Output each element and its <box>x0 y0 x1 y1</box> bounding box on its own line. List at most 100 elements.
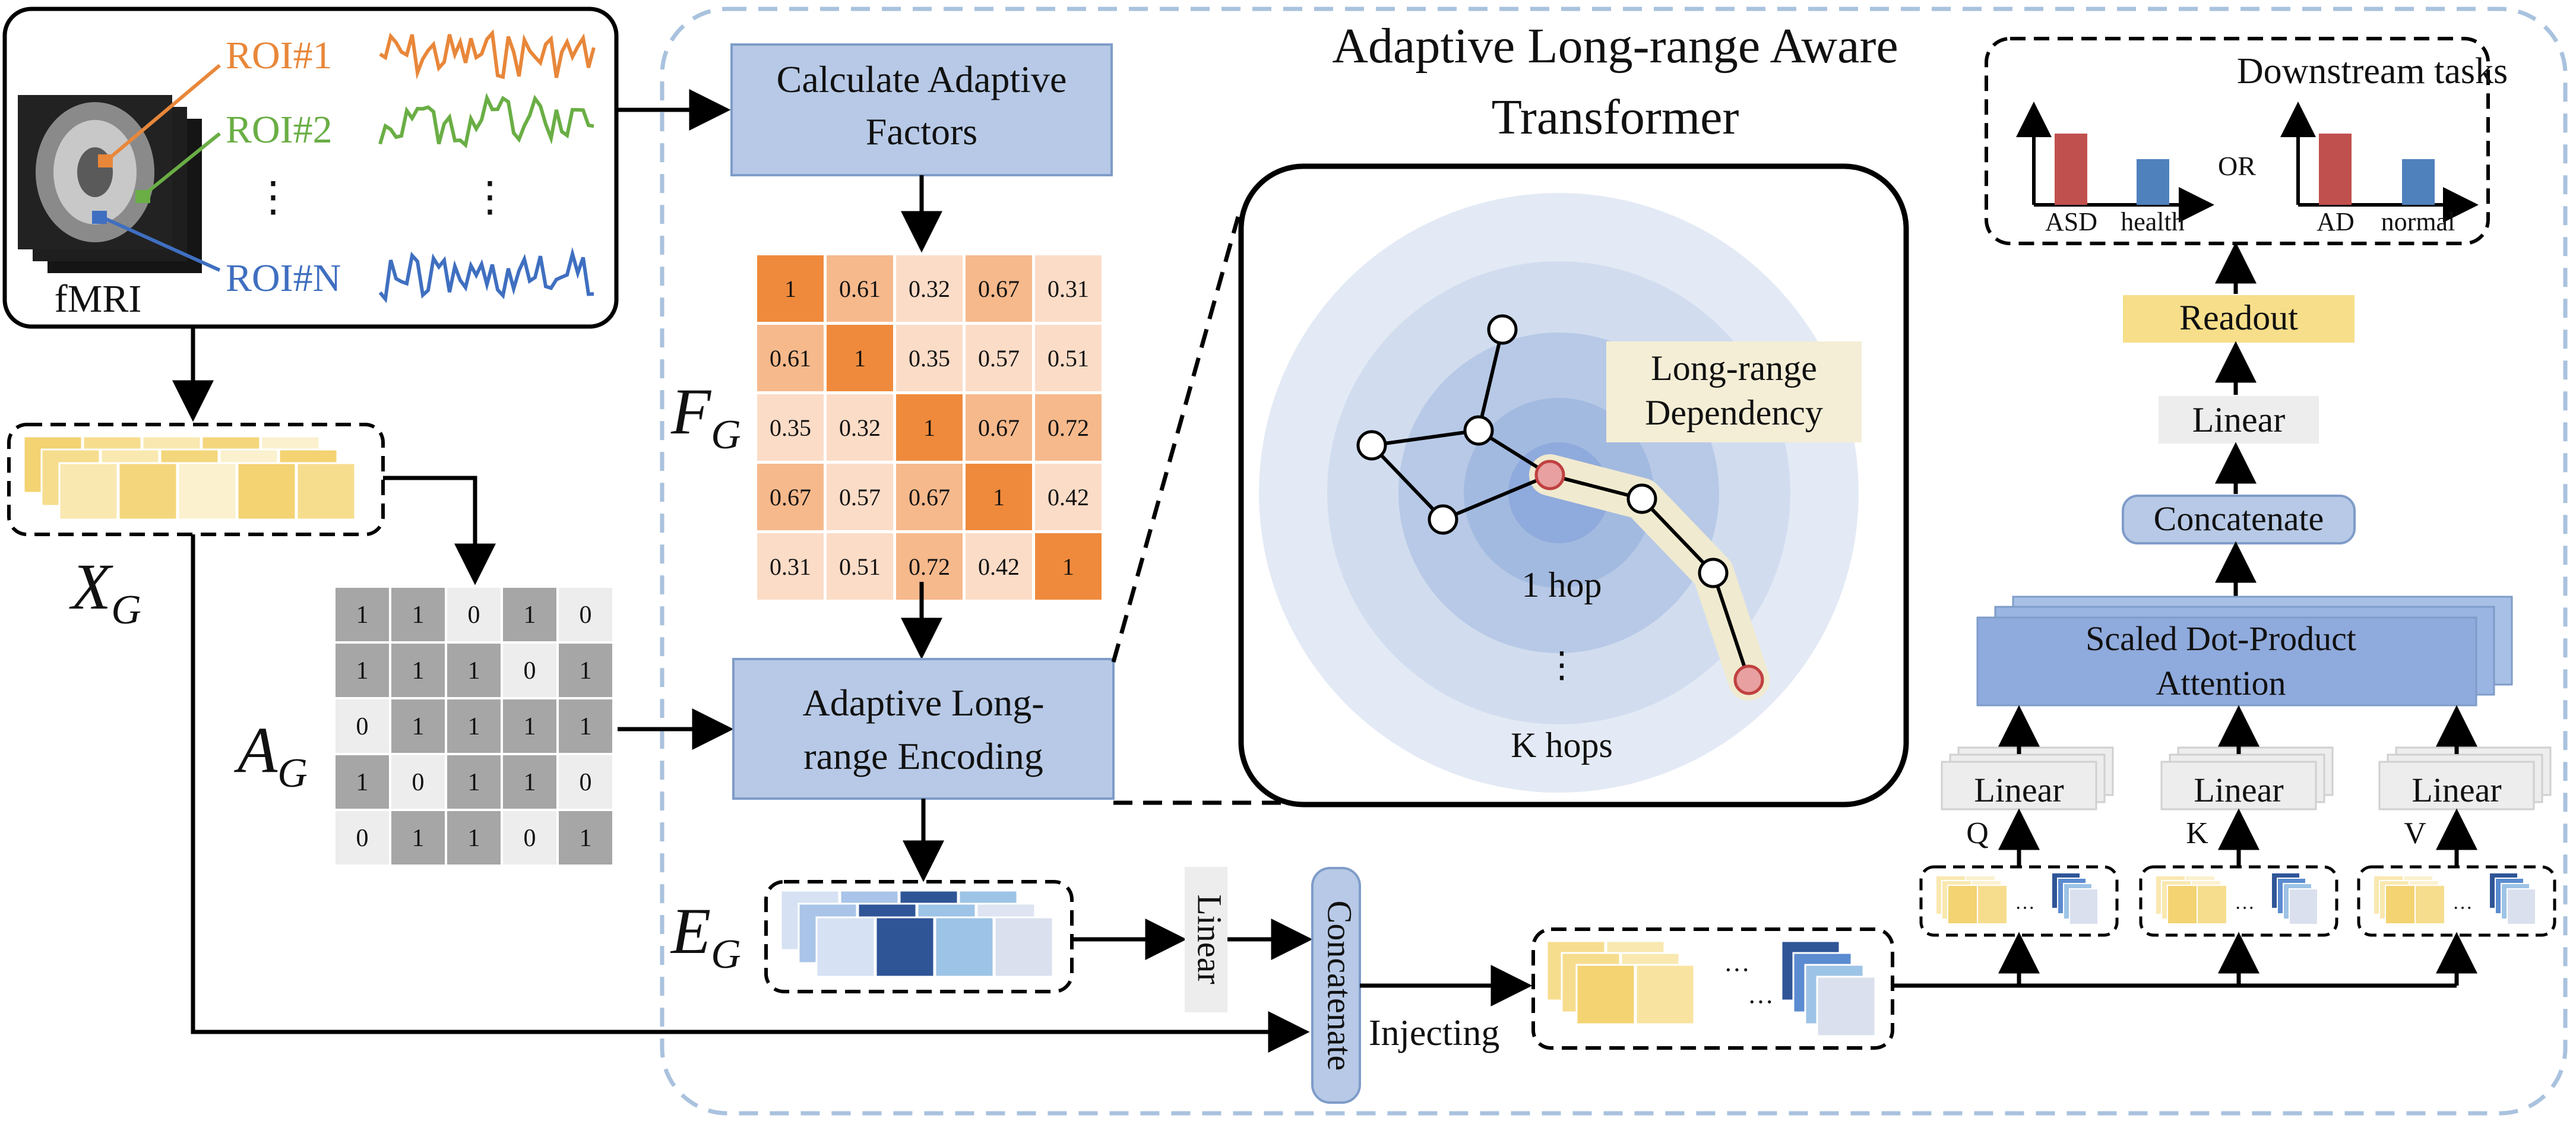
roi2-pointer <box>141 132 221 198</box>
chart1-bar-asd <box>2055 134 2087 205</box>
xg-symbol: XG <box>69 550 141 633</box>
graph-edge <box>1371 429 1479 447</box>
ag-cell <box>503 755 556 809</box>
signal-vertical-dots: ⋮ <box>469 175 511 220</box>
ag-matrix: 1 1 0 1 0 1 1 1 0 1 0 1 1 1 1 1 0 1 1 0 0 1 1 0 1 <box>336 588 612 864</box>
qkv-letter: V <box>2404 816 2426 850</box>
chart1-bar-health <box>2137 159 2169 205</box>
attention-label-line2: Attention <box>2156 664 2286 702</box>
ag-cell <box>447 588 501 641</box>
zoom-line-top <box>1111 216 1240 663</box>
injected-ellipsis-top: ··· <box>1724 955 1750 984</box>
fg-cell <box>757 533 824 600</box>
fg-cell <box>1035 533 1102 600</box>
chart2-label-ad: AD <box>2316 207 2355 236</box>
arrow-xg-to-ag <box>383 476 496 585</box>
graph-edge <box>1370 444 1445 521</box>
eg-encoding-cell <box>934 916 995 978</box>
ag-cell-value: 0 <box>356 713 369 740</box>
fg-cell <box>827 394 893 461</box>
ag-cell <box>447 811 501 864</box>
qkv-linear-label: Linear <box>2194 771 2283 809</box>
readout-label: Readout <box>2179 298 2298 337</box>
downstream-title: Downstream tasks <box>2237 51 2508 91</box>
ag-cell-value: 1 <box>468 825 480 852</box>
eg-dashed-border <box>764 880 1074 993</box>
ag-cell <box>391 644 445 697</box>
title-line2: Transformer <box>1492 90 1739 145</box>
graph-nodes <box>1356 314 1729 588</box>
qkv-feature-cell <box>2385 885 2416 924</box>
chart2-label-normal: normal <box>2381 207 2455 236</box>
fg-cell-value: 0.32 <box>839 414 881 441</box>
fg-cell-value: 0.31 <box>1048 276 1089 302</box>
fg-cell-value: 0.42 <box>1048 484 1089 511</box>
encoding-box <box>732 658 1115 800</box>
ag-cell-value: 1 <box>524 713 536 740</box>
ag-symbol: AG <box>233 714 308 796</box>
ag-cell-value: 1 <box>580 825 592 852</box>
ag-cell <box>336 699 389 753</box>
k-hops-label: K hops <box>1511 726 1613 765</box>
roi2-signal <box>378 92 594 148</box>
fg-cell <box>896 255 963 322</box>
fg-cell <box>827 464 893 530</box>
ag-cell-value: 1 <box>524 601 536 629</box>
ag-cell-value: 1 <box>468 713 480 740</box>
encoding-label-line1: Adaptive Long- <box>803 682 1045 724</box>
ag-cell-value: 0 <box>524 657 536 685</box>
qkv-encoding-cell <box>2507 888 2536 925</box>
ag-cell-value: 1 <box>580 713 592 740</box>
fg-cell-value: 0.51 <box>839 553 881 580</box>
xg-dashed-border <box>7 423 385 536</box>
ag-cell-value: 0 <box>468 601 480 629</box>
qkv-ellipsis: ··· <box>2015 897 2035 919</box>
qkv-encoding-cell <box>2289 888 2318 925</box>
qkv-feature-cell <box>1947 885 1978 924</box>
ag-cell <box>559 644 612 697</box>
ag-cell-value: 0 <box>580 601 592 629</box>
fg-cell-value: 0.72 <box>1048 414 1089 441</box>
ag-cell <box>503 811 556 864</box>
fg-cell <box>757 464 824 530</box>
ag-cell-value: 0 <box>524 825 536 852</box>
xg-feature-cell <box>58 462 119 521</box>
fg-cell <box>757 255 824 322</box>
fg-cell <box>1035 394 1102 461</box>
fg-cell-value: 1 <box>1062 553 1074 580</box>
or-label: OR <box>2218 151 2256 181</box>
graph-edge <box>1711 572 1751 680</box>
fg-cell-value: 0.57 <box>978 345 1020 372</box>
graph-node <box>1428 504 1458 535</box>
injected-feature-cell <box>1635 964 1695 1025</box>
qkv-linear-label: Linear <box>2412 771 2501 809</box>
ag-cell-value: 0 <box>356 825 369 852</box>
ag-cell <box>391 755 445 809</box>
distant-node <box>1733 664 1764 695</box>
roi1-pointer <box>106 64 221 162</box>
qkv-feature-cell <box>2167 885 2198 924</box>
fg-cell <box>757 394 824 461</box>
fg-cell-value: 0.42 <box>978 553 1020 580</box>
ag-cell-value: 1 <box>580 657 592 685</box>
fg-cell-value: 0.32 <box>909 276 950 302</box>
calc-factors-label-line1: Calculate Adaptive <box>777 58 1067 100</box>
qkv-linear-layer <box>1941 761 2097 810</box>
qkv-encoding-cell <box>2069 888 2099 925</box>
ag-cell <box>391 699 445 753</box>
roin-label: ROI#N <box>226 256 341 300</box>
roi1-marker <box>98 154 113 167</box>
fg-cell-value: 0.67 <box>770 484 811 511</box>
eg-encoding-cell <box>875 916 935 978</box>
ag-cell-value: 0 <box>580 769 592 796</box>
roin-marker <box>92 211 107 224</box>
ag-cell <box>559 588 612 641</box>
ag-cell-value: 1 <box>412 825 425 852</box>
ag-cell <box>503 588 556 641</box>
fg-cell <box>966 325 1032 391</box>
qkv-input-block <box>2139 865 2338 937</box>
ag-cell <box>559 699 612 753</box>
chart2-bar-normal <box>2402 159 2435 205</box>
